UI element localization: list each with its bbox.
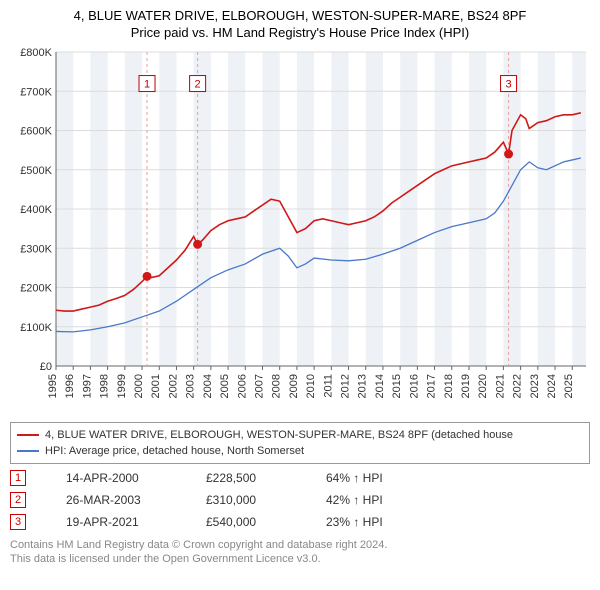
svg-text:2018: 2018 (443, 374, 455, 398)
legend-label-price-paid: 4, BLUE WATER DRIVE, ELBOROUGH, WESTON-S… (45, 429, 513, 441)
sale-marker-box: 1 (10, 470, 26, 486)
svg-text:2008: 2008 (271, 374, 283, 398)
footer-line-1: Contains HM Land Registry data © Crown c… (10, 538, 590, 552)
svg-text:1995: 1995 (47, 374, 59, 398)
footer-line-2: This data is licensed under the Open Gov… (10, 552, 590, 566)
sales-block: 1 14-APR-2000 £228,500 64% ↑ HPI 2 26-MAR-200… (10, 470, 590, 530)
svg-text:2023: 2023 (529, 374, 541, 398)
svg-text:3: 3 (506, 78, 512, 90)
svg-text:2002: 2002 (167, 374, 179, 398)
sale-row: 1 14-APR-2000 £228,500 64% ↑ HPI (10, 470, 590, 486)
sale-delta: 23% ↑ HPI (326, 515, 383, 529)
svg-text:£0: £0 (40, 361, 52, 373)
title-line-1: 4, BLUE WATER DRIVE, ELBOROUGH, WESTON-S… (10, 8, 590, 25)
sale-price: £228,500 (206, 471, 286, 485)
svg-text:£100K: £100K (20, 322, 52, 334)
sale-delta: 64% ↑ HPI (326, 471, 383, 485)
svg-text:1996: 1996 (64, 374, 76, 398)
legend-item-hpi: HPI: Average price, detached house, Nort… (17, 443, 583, 459)
svg-text:2009: 2009 (288, 374, 300, 398)
svg-text:2020: 2020 (477, 374, 489, 398)
sale-price: £540,000 (206, 515, 286, 529)
legend-label-hpi: HPI: Average price, detached house, Nort… (45, 445, 304, 457)
legend-swatch-price-paid (17, 434, 39, 436)
legend-box: 4, BLUE WATER DRIVE, ELBOROUGH, WESTON-S… (10, 422, 590, 464)
sale-date: 26-MAR-2003 (66, 493, 166, 507)
svg-text:2014: 2014 (374, 374, 386, 398)
svg-text:2011: 2011 (322, 374, 334, 398)
sale-date: 19-APR-2021 (66, 515, 166, 529)
svg-text:£400K: £400K (20, 204, 52, 216)
svg-text:2015: 2015 (391, 374, 403, 398)
svg-text:2016: 2016 (408, 374, 420, 398)
svg-text:2007: 2007 (253, 374, 265, 398)
footer-text: Contains HM Land Registry data © Crown c… (10, 538, 590, 567)
svg-text:£700K: £700K (20, 86, 52, 98)
svg-text:2003: 2003 (185, 374, 197, 398)
sale-marker-box: 2 (10, 492, 26, 508)
svg-text:2025: 2025 (563, 374, 575, 398)
sale-delta: 42% ↑ HPI (326, 493, 383, 507)
svg-text:2013: 2013 (357, 374, 369, 398)
legend-swatch-hpi (17, 450, 39, 452)
svg-text:1998: 1998 (99, 374, 111, 398)
chart-svg: £0 £100K £200K £300K £400K £500K £600K £700K £80… (10, 48, 590, 418)
svg-text:2001: 2001 (150, 374, 162, 398)
svg-text:1: 1 (144, 78, 150, 90)
svg-text:2: 2 (195, 78, 201, 90)
svg-text:2017: 2017 (426, 374, 438, 398)
svg-text:2019: 2019 (460, 374, 472, 398)
svg-text:2006: 2006 (236, 374, 248, 398)
svg-text:2021: 2021 (494, 374, 506, 398)
svg-text:1997: 1997 (81, 374, 93, 398)
svg-text:2022: 2022 (512, 374, 524, 398)
svg-text:£600K: £600K (20, 125, 52, 137)
svg-text:2010: 2010 (305, 374, 317, 398)
svg-text:£300K: £300K (20, 243, 52, 255)
svg-text:2012: 2012 (340, 374, 352, 398)
sale-marker-box: 3 (10, 514, 26, 530)
svg-text:2000: 2000 (133, 374, 145, 398)
chart-area: £0 £100K £200K £300K £400K £500K £600K £700K £80… (10, 48, 590, 418)
chart-container: 4, BLUE WATER DRIVE, ELBOROUGH, WESTON-S… (0, 0, 600, 572)
sale-price: £310,000 (206, 493, 286, 507)
sale-row: 3 19-APR-2021 £540,000 23% ↑ HPI (10, 514, 590, 530)
svg-text:£500K: £500K (20, 165, 52, 177)
sale-row: 2 26-MAR-2003 £310,000 42% ↑ HPI (10, 492, 590, 508)
title-line-2: Price paid vs. HM Land Registry's House … (10, 25, 590, 42)
svg-text:2024: 2024 (546, 374, 558, 398)
svg-text:2004: 2004 (202, 374, 214, 398)
svg-text:2005: 2005 (219, 374, 231, 398)
legend-item-price-paid: 4, BLUE WATER DRIVE, ELBOROUGH, WESTON-S… (17, 427, 583, 443)
svg-text:1999: 1999 (116, 374, 128, 398)
title-block: 4, BLUE WATER DRIVE, ELBOROUGH, WESTON-S… (10, 8, 590, 42)
svg-text:£800K: £800K (20, 48, 52, 59)
sale-date: 14-APR-2000 (66, 471, 166, 485)
svg-text:£200K: £200K (20, 282, 52, 294)
